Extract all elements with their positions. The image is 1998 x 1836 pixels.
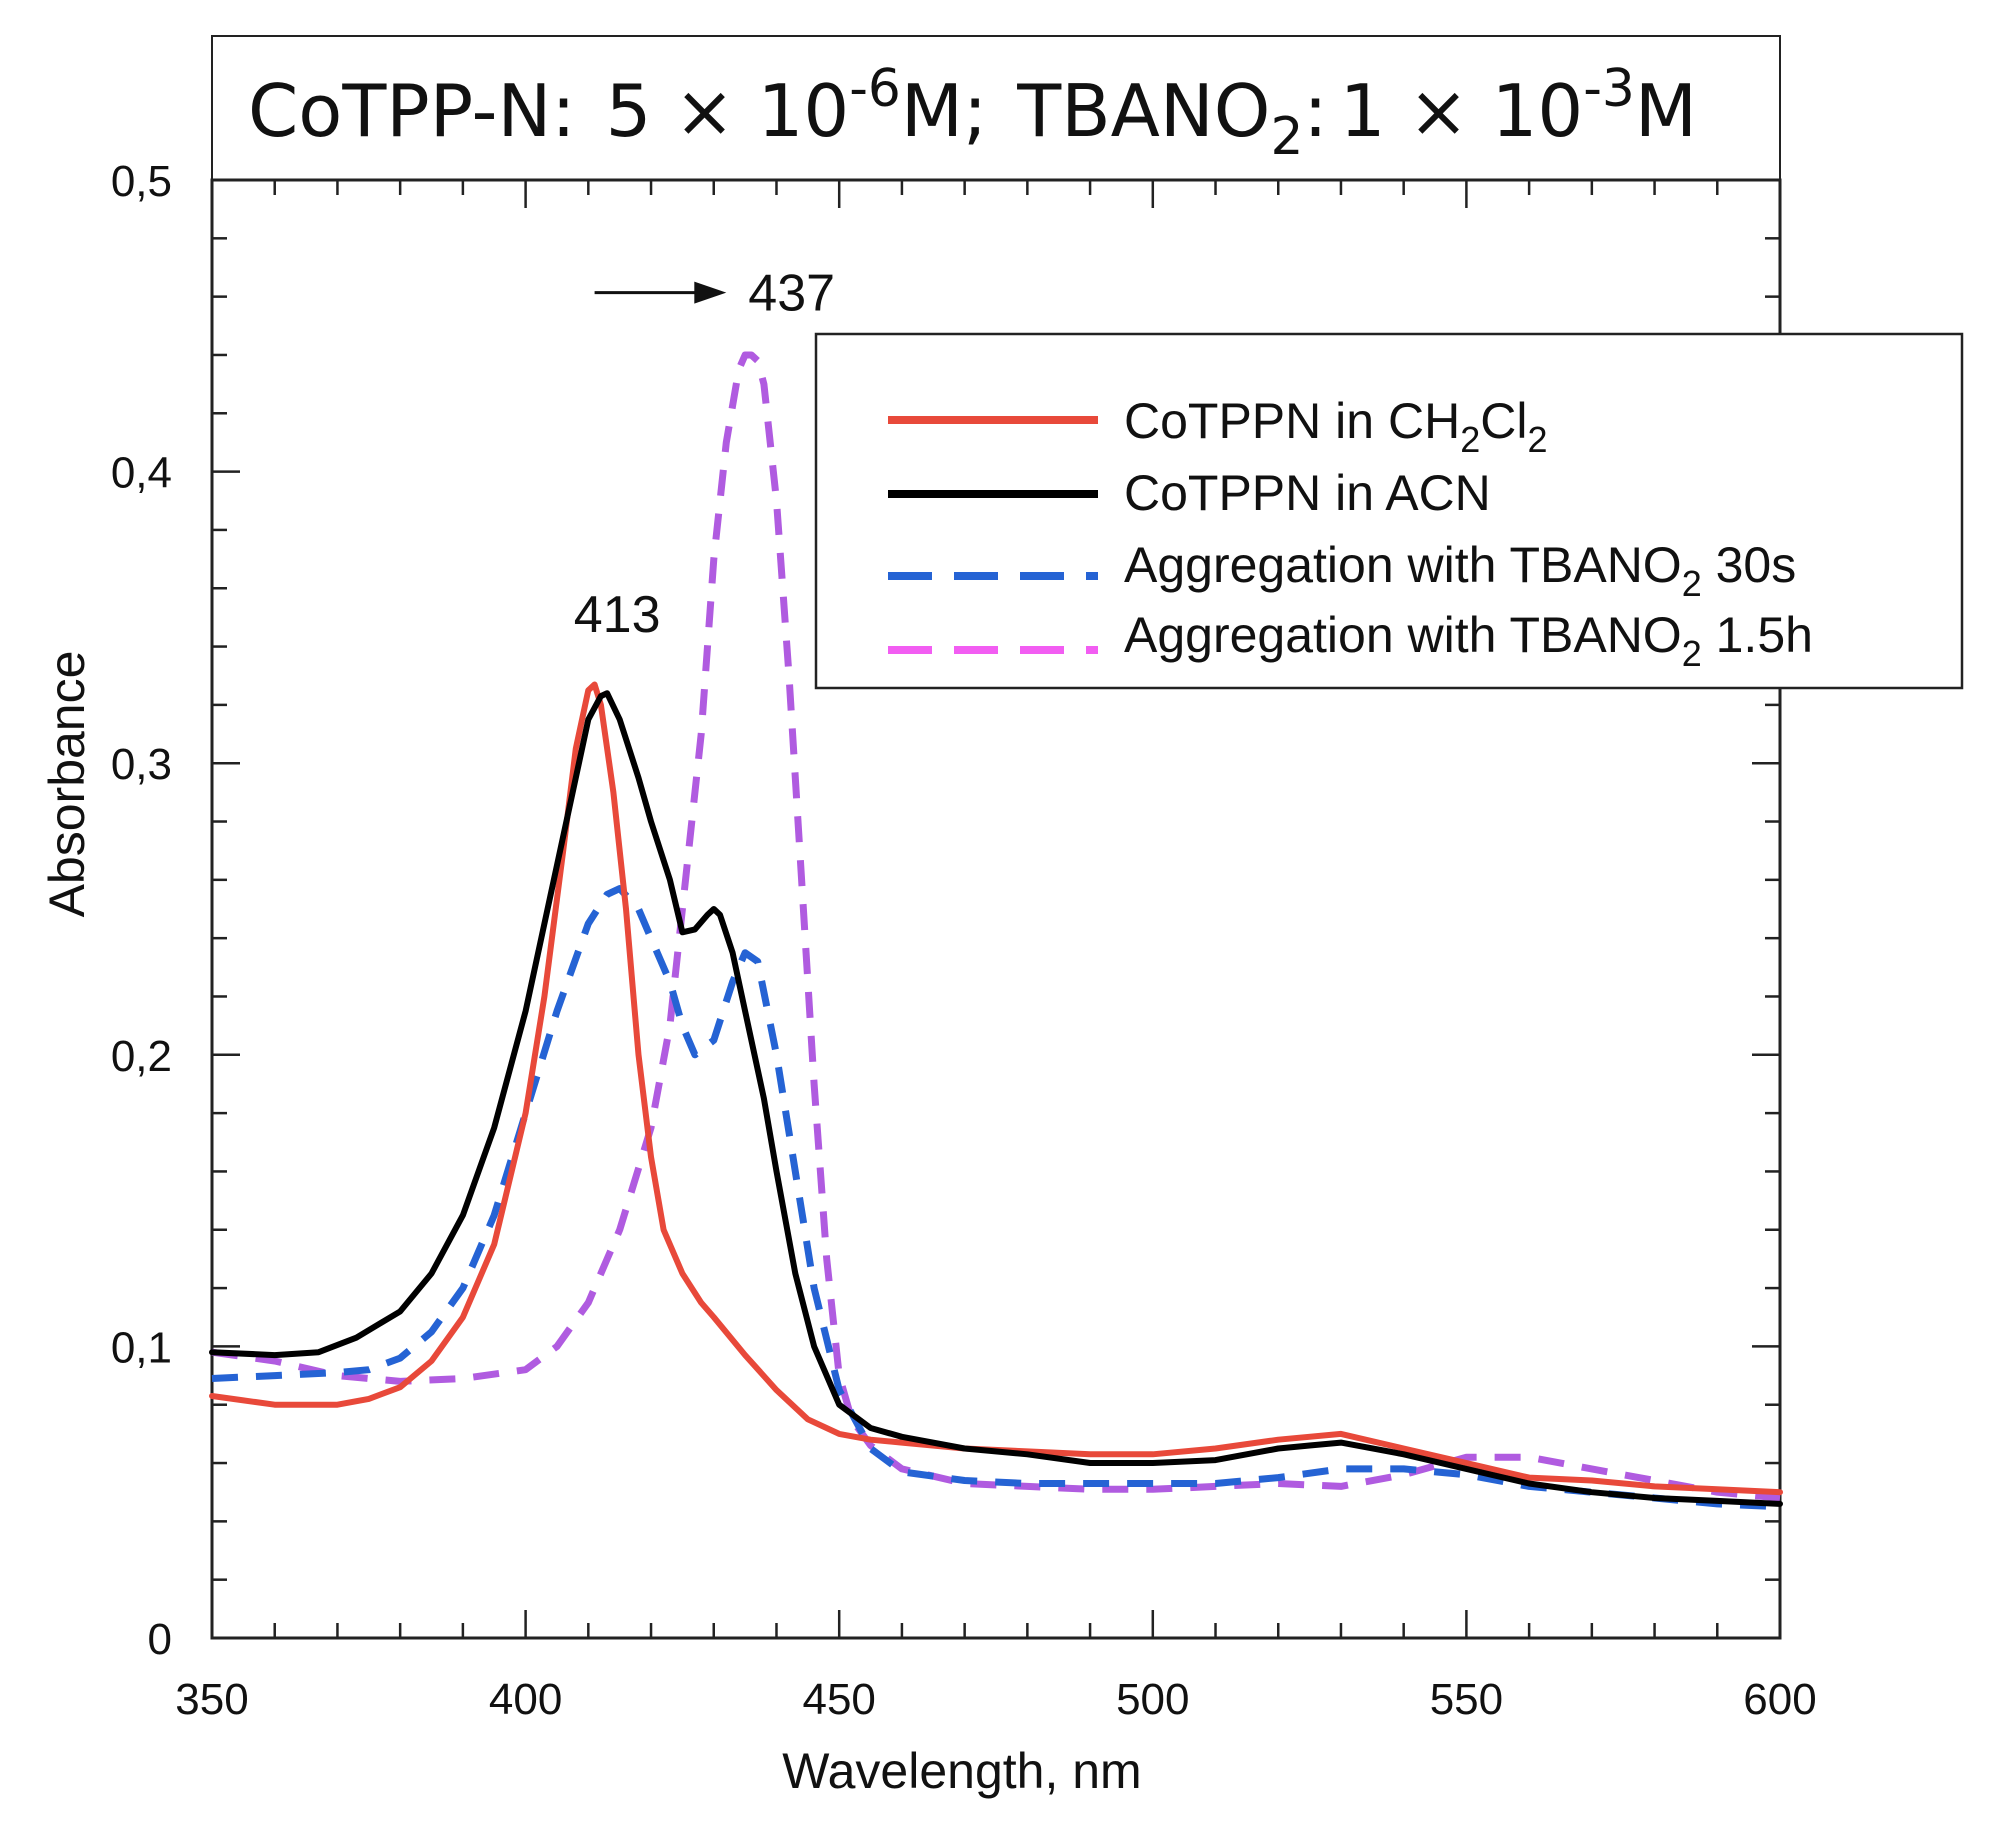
series-layer <box>209 351 1783 1511</box>
series-line-3 <box>211 351 1781 1502</box>
legend-label-30s-tail: 30s <box>1702 537 1797 593</box>
legend-label-1-5h-sub: 2 <box>1682 633 1702 674</box>
legend-label-ch2cl2-sub1: 2 <box>1460 419 1480 460</box>
title-conc-reagent: 1 × 10 <box>1340 69 1584 153</box>
x-tick-label: 450 <box>802 1675 875 1724</box>
title-compound: CoTPP-N: <box>248 69 576 153</box>
title-reagent-sub: 2 <box>1270 107 1303 167</box>
title-conc-reagent-exp: -3 <box>1583 59 1635 119</box>
x-tick-label: 400 <box>489 1675 562 1724</box>
legend-label-ch2cl2-sub2: 2 <box>1527 419 1547 460</box>
title-conc-compound-unit: M; <box>901 69 987 153</box>
y-tick-label: 0,3 <box>111 740 172 789</box>
y-tick-label: 0,1 <box>111 1323 172 1372</box>
legend-box <box>814 332 1964 690</box>
y-tick-label: 0,4 <box>111 449 172 498</box>
plot-frame <box>210 178 1782 1640</box>
legend-label-acn: CoTPPN in ACN <box>1124 465 1491 521</box>
peak-label-437: 437 <box>748 265 835 323</box>
y-tick-label: 0,2 <box>111 1032 172 1081</box>
title-conc-compound-exp: -6 <box>849 59 901 119</box>
x-tick-label: 600 <box>1743 1675 1816 1724</box>
legend-label-30s-sub: 2 <box>1682 563 1702 604</box>
legend-label-ch2cl2: CoTPPN in CH2Cl2 <box>1124 393 1547 460</box>
legend-label-30s-main: Aggregation with TBANO <box>1124 537 1682 593</box>
x-tick-label: 550 <box>1430 1675 1503 1724</box>
y-axis-title: Absorbance <box>39 651 95 918</box>
series-line-0 <box>209 681 1783 1496</box>
series-line-1 <box>209 690 1783 1507</box>
x-tick-label: 350 <box>175 1675 248 1724</box>
legend-label-ch2cl2-main: CoTPPN in CH <box>1124 393 1460 449</box>
x-axis-title: Wavelength, nm <box>782 1743 1141 1799</box>
legend-label-1-5h: Aggregation with TBANO2 1.5h <box>1124 607 1813 674</box>
y-tick-label: 0 <box>148 1615 172 1664</box>
title-conc-reagent-unit: M <box>1635 69 1697 153</box>
title-box <box>211 35 1781 181</box>
legend-label-1-5h-main: Aggregation with TBANO <box>1124 607 1682 663</box>
y-tick-label: 0,5 <box>111 157 172 206</box>
shift-arrowhead <box>694 281 727 304</box>
peak-label-413: 413 <box>574 586 661 644</box>
legend-label-30s: Aggregation with TBANO2 30s <box>1124 537 1796 604</box>
x-tick-label: 500 <box>1116 1675 1189 1724</box>
title-conc-compound: 5 × 10 <box>606 69 850 153</box>
title-reagent: TBANO <box>1016 69 1270 153</box>
legend: CoTPPN in CH2Cl2 CoTPPN in ACN Aggregati… <box>814 332 1964 690</box>
annotations: 413 437 <box>574 265 835 644</box>
legend-label-ch2cl2-mid: Cl <box>1480 393 1527 449</box>
chart-title: CoTPP-N: 5 × 10-6M; TBANO2: 1 × 10-3M <box>248 59 1697 167</box>
legend-label-1-5h-tail: 1.5h <box>1702 607 1813 663</box>
title-reagent-colon: : <box>1303 69 1327 153</box>
series-line-2 <box>211 885 1781 1511</box>
axis-tick-labels: 350 400 450 500 550 600 0 0,1 0,2 0,3 0,4 0,5 <box>111 157 1817 1724</box>
